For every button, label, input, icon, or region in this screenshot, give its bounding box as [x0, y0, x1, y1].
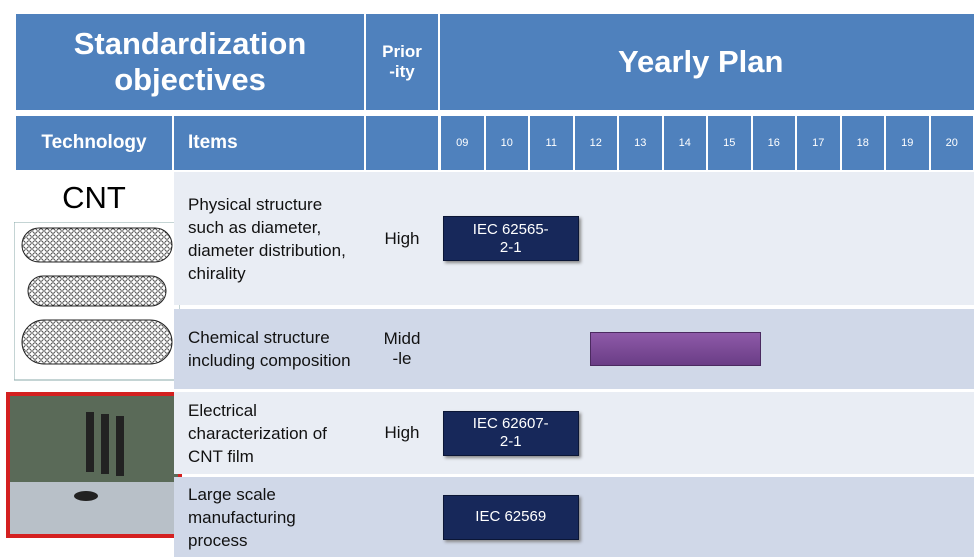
priority-header: Prior -ity — [366, 14, 438, 110]
plan-bar: IEC 62607- 2-1 — [443, 411, 579, 456]
slide: Standardization objectives Prior -ity Ye… — [0, 0, 974, 560]
photo-stage — [10, 482, 178, 534]
item-cell: Large scale manufacturing process — [188, 477, 358, 557]
year-header: 10 — [486, 116, 529, 170]
title-cell: Standardization objectives — [16, 14, 364, 110]
photo-probe — [86, 412, 94, 472]
technology-header: Technology — [16, 116, 172, 170]
cnt-illustration — [14, 222, 180, 382]
year-header: 15 — [708, 116, 751, 170]
priority-cell — [366, 477, 438, 557]
plan-bar: IEC 62565- 2-1 — [443, 216, 579, 261]
year-header: 20 — [931, 116, 974, 170]
priority-cell: High — [366, 172, 438, 305]
device-photo — [6, 392, 182, 538]
year-header: 19 — [886, 116, 929, 170]
year-header: 17 — [797, 116, 840, 170]
photo-sample — [74, 491, 98, 501]
photo-probe — [101, 414, 109, 474]
nanotube — [28, 276, 166, 306]
year-header: 18 — [842, 116, 885, 170]
nanotube — [22, 320, 172, 364]
priority-subheader — [366, 116, 438, 170]
plan-bar: IEC 62569 — [443, 495, 579, 540]
year-header: 11 — [530, 116, 573, 170]
plan-bar — [590, 332, 761, 366]
priority-cell: Midd -le — [366, 309, 438, 389]
item-cell: Electrical characterization of CNT film — [188, 392, 358, 474]
year-header: 13 — [619, 116, 662, 170]
year-header: 16 — [753, 116, 796, 170]
priority-cell: High — [366, 392, 438, 474]
item-cell: Physical structure such as diameter, dia… — [188, 172, 358, 305]
technology-cell: CNT — [16, 178, 172, 218]
photo-probe — [116, 416, 124, 476]
item-cell: Chemical structure including composition — [188, 309, 358, 389]
year-header: 14 — [664, 116, 707, 170]
items-header: Items — [174, 116, 364, 170]
year-header: 09 — [441, 116, 484, 170]
nanotube — [22, 228, 172, 262]
plan-header: Yearly Plan — [440, 14, 974, 110]
year-header: 12 — [575, 116, 618, 170]
